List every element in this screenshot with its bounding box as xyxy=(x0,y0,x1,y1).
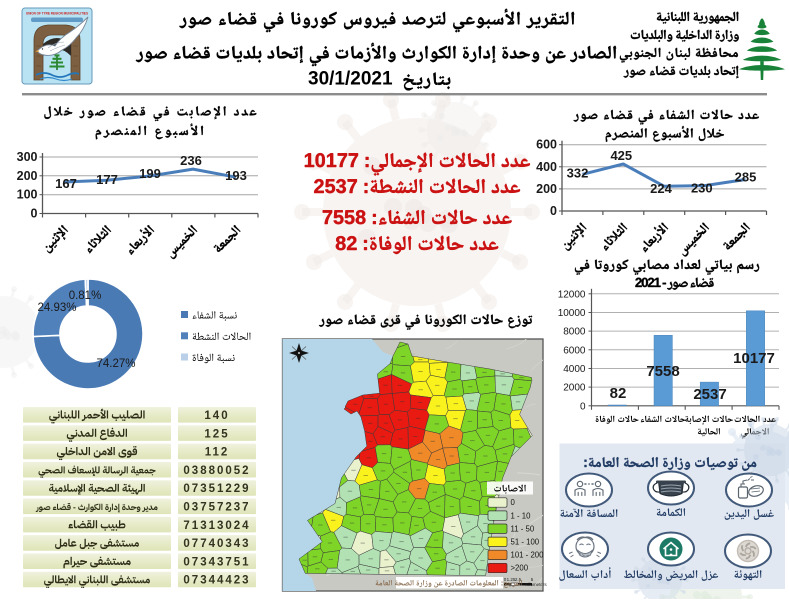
svg-text:125: 125 xyxy=(204,428,229,440)
svg-text:1 - 10: 1 - 10 xyxy=(511,511,532,520)
svg-text:425: 425 xyxy=(610,148,632,163)
svg-text:4000: 4000 xyxy=(563,364,586,375)
svg-text:101 - 200: 101 - 200 xyxy=(511,551,545,560)
svg-text:2.5: 2.5 xyxy=(515,577,522,582)
svg-text:0: 0 xyxy=(504,577,507,582)
svg-text:10177: 10177 xyxy=(733,350,775,367)
svg-text:51 - 100: 51 - 100 xyxy=(511,538,540,547)
svg-text:03880052: 03880052 xyxy=(183,465,250,477)
svg-text:300: 300 xyxy=(17,150,38,164)
svg-text:5: 5 xyxy=(531,577,534,582)
svg-text:224: 224 xyxy=(650,181,672,196)
svg-text:200: 200 xyxy=(17,169,38,183)
svg-text:0.81%: 0.81% xyxy=(69,290,102,302)
svg-text:Kilometers: Kilometers xyxy=(525,582,547,587)
svg-text:82: 82 xyxy=(610,385,627,402)
svg-text:0: 0 xyxy=(550,204,557,218)
svg-text:100: 100 xyxy=(17,188,38,202)
svg-text:11 - 50: 11 - 50 xyxy=(511,524,535,533)
svg-text:140: 140 xyxy=(204,410,229,422)
svg-text:0: 0 xyxy=(580,401,586,412)
svg-text:07344423: 07344423 xyxy=(183,575,250,587)
svg-text:>200: >200 xyxy=(511,564,529,573)
svg-text:8000: 8000 xyxy=(563,327,586,338)
svg-text:7558: 7558 xyxy=(646,363,679,380)
svg-text:10000: 10000 xyxy=(558,308,586,319)
svg-text:74.27%: 74.27% xyxy=(96,358,135,370)
svg-text:12000: 12000 xyxy=(558,289,586,300)
svg-text:230: 230 xyxy=(691,181,713,196)
svg-text:200: 200 xyxy=(536,182,557,196)
svg-text:2000: 2000 xyxy=(563,383,586,394)
svg-text:112: 112 xyxy=(205,447,230,459)
svg-text:2537: 2537 xyxy=(693,386,726,403)
svg-text:193: 193 xyxy=(225,168,247,183)
svg-text:236: 236 xyxy=(180,153,202,168)
svg-text:1.25: 1.25 xyxy=(507,577,516,582)
svg-text:167: 167 xyxy=(55,176,77,191)
svg-text:199: 199 xyxy=(139,166,161,181)
svg-text:0: 0 xyxy=(511,498,516,507)
svg-text:07740343: 07740343 xyxy=(183,538,250,550)
svg-text:30/1/2021: 30/1/2021 xyxy=(308,69,393,90)
svg-text:07343751: 07343751 xyxy=(183,556,250,568)
svg-text:600: 600 xyxy=(536,138,557,152)
svg-text:71313024: 71313024 xyxy=(183,520,250,532)
svg-text:0: 0 xyxy=(31,207,38,221)
svg-text:24.93%: 24.93% xyxy=(37,302,76,314)
svg-text:03757237: 03757237 xyxy=(183,502,250,514)
svg-text:332: 332 xyxy=(567,165,589,180)
svg-text:6000: 6000 xyxy=(563,345,586,356)
svg-text:UNION OF TYRE REGION MUNICIPAL: UNION OF TYRE REGION MUNICIPALITIES xyxy=(26,11,88,16)
svg-text:285: 285 xyxy=(735,170,757,185)
svg-text:177: 177 xyxy=(96,172,118,187)
svg-text:400: 400 xyxy=(536,160,557,174)
svg-text:07351229: 07351229 xyxy=(183,483,250,495)
